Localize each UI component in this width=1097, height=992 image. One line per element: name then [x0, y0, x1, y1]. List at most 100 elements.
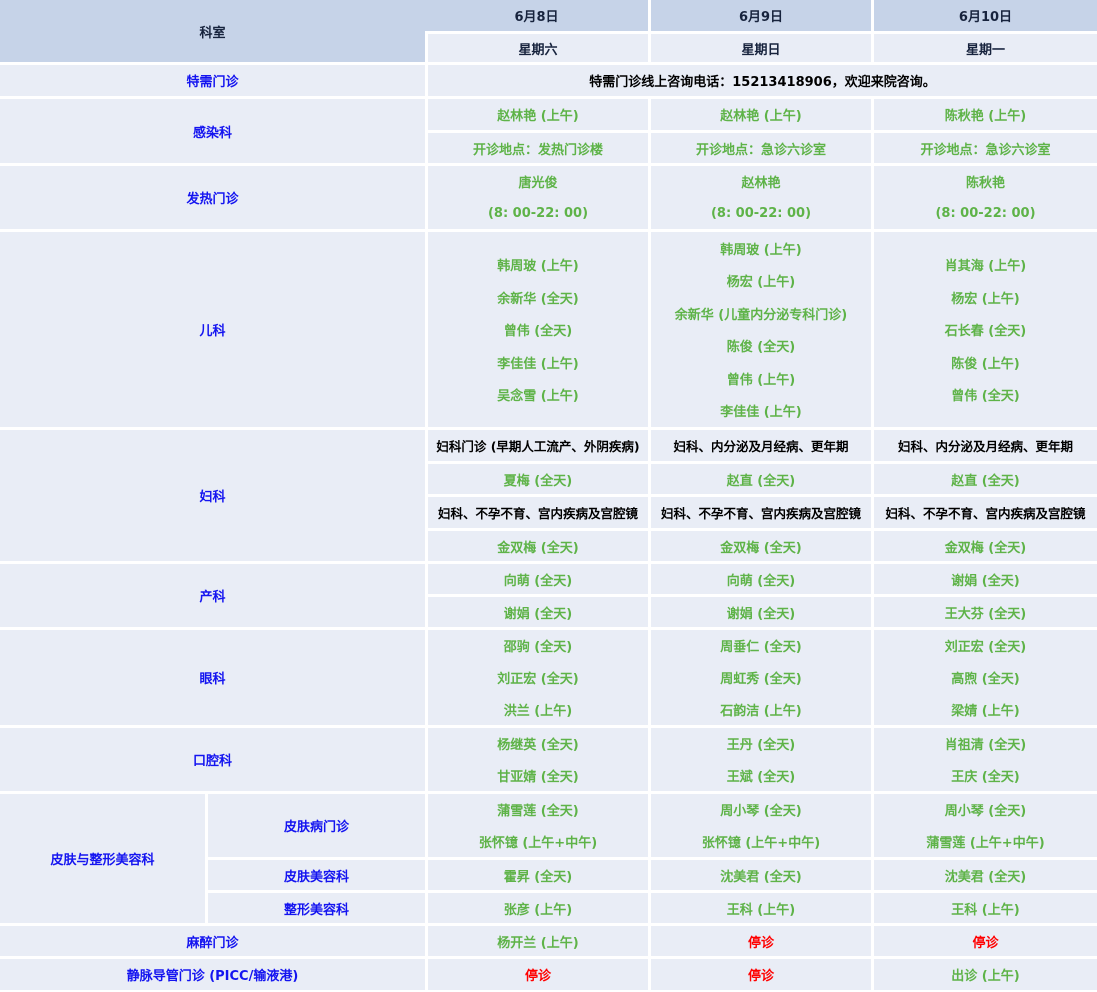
doctor-line: 余新华 (全天) [497, 291, 579, 307]
dept-gynecology: 妇科 [0, 430, 425, 561]
infection-day3-location: 开诊地点：急诊六诊室 [874, 133, 1097, 163]
obs-row2-day2: 谢娟 (全天) [651, 597, 871, 627]
anesthesia-day1: 杨开兰 (上午) [428, 926, 648, 956]
header-dept-column: 科室 [0, 0, 425, 62]
anesthesia-day3-closed: 停诊 [874, 926, 1097, 956]
fever-day2-cell: 赵林艳 (8: 00-22: 00) [651, 166, 871, 229]
doctor-line: 王斌 (全天) [726, 769, 796, 785]
doctor-line: 吴念雪 (上午) [497, 389, 579, 404]
picc-day3: 出诊 (上午) [874, 959, 1097, 990]
dental-day2-cell: 王丹 (全天) 王斌 (全天) [651, 728, 871, 791]
anesthesia-day2-closed: 停诊 [651, 926, 871, 956]
derm-day1-cell: 蒲雪莲 (全天) 张怀镱 (上午+中午) [428, 794, 648, 857]
header-weekday-3: 星期一 [874, 34, 1097, 62]
oph-day1-cell: 邵驹 (全天) 刘正宏 (全天) 洪兰 (上午) [428, 630, 648, 725]
doctor-line: 李佳佳 (上午) [720, 405, 802, 421]
doctor-line: 杨宏 (上午) [726, 275, 796, 291]
dental-day3-cell: 肖祖清 (全天) 王庆 (全天) [874, 728, 1097, 791]
doctor-line: 周小琴 (全天) [720, 804, 802, 820]
header-weekday-1: 星期六 [428, 34, 648, 62]
dept-special-clinic: 特需门诊 [0, 65, 425, 96]
obs-row1-day1: 向萌 (全天) [428, 564, 648, 594]
dept-dermatology-main: 皮肤与整形美容科 [0, 794, 205, 923]
dept-ophthalmology: 眼科 [0, 630, 425, 725]
infection-day1-doctor: 赵林艳 (上午) [428, 99, 648, 130]
dept-obstetrics: 产科 [0, 564, 425, 627]
doctor-line: 杨宏 (上午) [951, 291, 1020, 307]
doctor-line: 曾伟 (全天) [951, 389, 1020, 404]
hours-line: (8: 00-22: 00) [935, 205, 1036, 221]
gyn-clinic2-day3: 妇科、不孕不育、宫内疾病及宫腔镜 [874, 497, 1097, 528]
doctor-line: 石长春 (全天) [944, 324, 1027, 339]
gyn-clinic1-day3: 妇科、内分泌及月经病、更年期 [874, 430, 1097, 461]
header-date-1: 6月8日 [425, 0, 648, 31]
infection-day1-location: 开诊地点：发热门诊楼 [428, 133, 648, 163]
fever-day1-cell: 唐光俊 (8: 00-22: 00) [428, 166, 648, 229]
doctor-line: 刘正宏 (全天) [944, 640, 1027, 656]
doctor-line: 余新华 (儿童内分泌专科门诊) [674, 307, 848, 323]
picc-day2-closed: 停诊 [651, 959, 871, 990]
dept-picc: 静脉导管门诊 (PICC/输液港) [0, 959, 425, 990]
doctor-line: 甘亚婧 (全天) [497, 769, 579, 785]
dept-infection: 感染科 [0, 99, 425, 163]
doctor-line: 刘正宏 (全天) [497, 672, 579, 687]
gyn-clinic1-day2: 妇科、内分泌及月经病、更年期 [651, 430, 871, 461]
doctor-line: 蒲雪莲 (全天) [497, 804, 579, 820]
doctor-line: 周小琴 (全天) [944, 804, 1027, 820]
dept-anesthesia: 麻醉门诊 [0, 926, 425, 956]
plastic-day1: 张彦 (上午) [428, 893, 648, 923]
derm-day2-cell: 周小琴 (全天) 张怀镱 (上午+中午) [651, 794, 871, 857]
doctor-line: 陈秋艳 [965, 176, 1005, 192]
doctor-line: 李佳佳 (上午) [497, 356, 579, 372]
skin-cosmetic-day1: 霍昇 (全天) [428, 860, 648, 890]
dept-dental: 口腔科 [0, 728, 425, 791]
pediatrics-day3-cell: 肖其海 (上午) 杨宏 (上午) 石长春 (全天) 陈俊 (上午) 曾伟 (全天… [874, 232, 1097, 427]
special-clinic-notice: 特需门诊线上咨询电话：15213418906，欢迎来院咨询。 [428, 65, 1097, 96]
doctor-line: 王丹 (全天) [726, 738, 796, 754]
header-weekday-2: 星期日 [651, 34, 871, 62]
gyn-doctor2-day3: 金双梅 (全天) [874, 531, 1097, 561]
dept-fever-clinic: 发热门诊 [0, 166, 425, 229]
doctor-line: 韩周玻 (上午) [497, 259, 579, 274]
dept-skin-cosmetic: 皮肤美容科 [208, 860, 425, 890]
pediatrics-day1-cell: 韩周玻 (上午) 余新华 (全天) 曾伟 (全天) 李佳佳 (上午) 吴念雪 (… [428, 232, 648, 427]
dept-pediatrics: 儿科 [0, 232, 425, 427]
doctor-line: 肖其海 (上午) [944, 259, 1027, 274]
doctor-line: 曾伟 (上午) [726, 372, 796, 388]
gyn-doctor1-day1: 夏梅 (全天) [428, 464, 648, 494]
pediatrics-day2-cell: 韩周玻 (上午) 杨宏 (上午) 余新华 (儿童内分泌专科门诊) 陈俊 (全天)… [651, 232, 871, 427]
skin-cosmetic-day2: 沈美君 (全天) [651, 860, 871, 890]
doctor-line: 赵林艳 [741, 176, 781, 192]
doctor-line: 石韵洁 (上午) [720, 703, 802, 719]
doctor-line: 周虹秀 (全天) [720, 672, 802, 687]
doctor-line: 肖祖清 (全天) [944, 738, 1027, 754]
plastic-day2: 王科 (上午) [651, 893, 871, 923]
gyn-doctor1-day3: 赵直 (全天) [874, 464, 1097, 494]
hours-line: (8: 00-22: 00) [487, 205, 589, 221]
gyn-clinic2-day1: 妇科、不孕不育、宫内疾病及宫腔镜 [428, 497, 648, 528]
doctor-line: 周垂仁 (全天) [720, 640, 802, 656]
skin-cosmetic-day3: 沈美君 (全天) [874, 860, 1097, 890]
dept-plastic-surgery: 整形美容科 [208, 893, 425, 923]
oph-day2-cell: 周垂仁 (全天) 周虹秀 (全天) 石韵洁 (上午) [651, 630, 871, 725]
gyn-doctor2-day1: 金双梅 (全天) [428, 531, 648, 561]
obs-row1-day3: 谢娟 (全天) [874, 564, 1097, 594]
doctor-line: 曾伟 (全天) [503, 324, 573, 339]
doctor-line: 张怀镱 (上午+中午) [701, 835, 821, 851]
header-date-3: 6月10日 [874, 0, 1097, 31]
gyn-clinic1-day1: 妇科门诊 (早期人工流产、外阴疾病) [428, 430, 648, 461]
obs-row2-day3: 王大芬 (全天) [874, 597, 1097, 627]
doctor-line: 张怀镱 (上午+中午) [478, 835, 598, 851]
derm-day3-cell: 周小琴 (全天) 蒲雪莲 (上午+中午) [874, 794, 1097, 857]
plastic-day3: 王科 (上午) [874, 893, 1097, 923]
hours-line: (8: 00-22: 00) [710, 205, 812, 221]
infection-day2-doctor: 赵林艳 (上午) [651, 99, 871, 130]
oph-day3-cell: 刘正宏 (全天) 高煦 (全天) 梁婧 (上午) [874, 630, 1097, 725]
infection-day2-location: 开诊地点：急诊六诊室 [651, 133, 871, 163]
gyn-doctor1-day2: 赵直 (全天) [651, 464, 871, 494]
doctor-line: 蒲雪莲 (上午+中午) [926, 835, 1045, 851]
dental-day1-cell: 杨继英 (全天) 甘亚婧 (全天) [428, 728, 648, 791]
doctor-line: 唐光俊 [518, 176, 558, 192]
dept-derm-clinic: 皮肤病门诊 [208, 794, 425, 857]
